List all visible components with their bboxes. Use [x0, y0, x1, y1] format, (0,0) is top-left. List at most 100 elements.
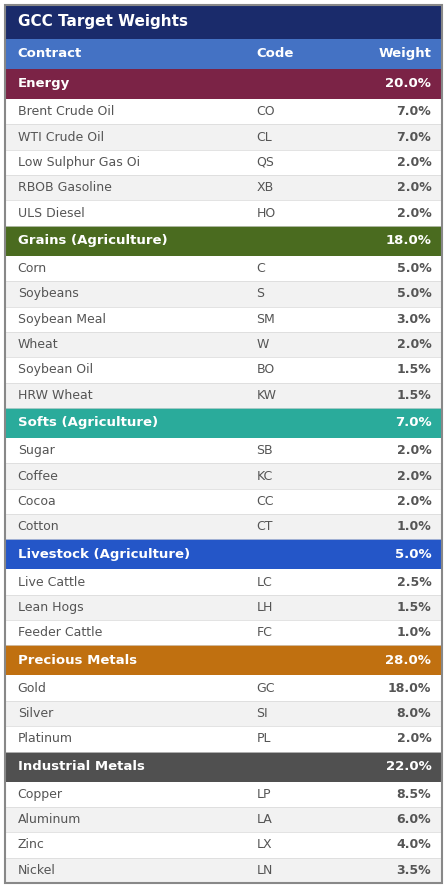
Bar: [5, 408, 442, 438]
Text: Soybean Oil: Soybean Oil: [18, 363, 93, 377]
Text: Zinc: Zinc: [18, 838, 45, 852]
Bar: [5, 620, 442, 646]
Text: 5.0%: 5.0%: [395, 548, 431, 561]
Text: Platinum: Platinum: [18, 733, 73, 745]
Text: Corn: Corn: [18, 262, 47, 275]
Text: 7.0%: 7.0%: [396, 105, 431, 118]
Text: Softs (Agriculture): Softs (Agriculture): [18, 416, 158, 430]
Bar: [5, 332, 442, 357]
Text: 4.0%: 4.0%: [396, 838, 431, 852]
Text: XB: XB: [256, 181, 274, 194]
Bar: [5, 281, 442, 306]
Bar: [5, 595, 442, 620]
Bar: [5, 751, 442, 781]
Bar: [5, 676, 442, 701]
Bar: [5, 858, 442, 883]
Text: 1.5%: 1.5%: [396, 601, 431, 614]
Text: Live Cattle: Live Cattle: [18, 575, 85, 589]
Bar: [5, 726, 442, 751]
Text: Lean Hogs: Lean Hogs: [18, 601, 83, 614]
Text: Sugar: Sugar: [18, 444, 55, 457]
Bar: [5, 69, 442, 99]
Text: Contract: Contract: [18, 47, 82, 60]
Text: Code: Code: [256, 47, 294, 60]
Text: Weight: Weight: [378, 47, 431, 60]
Text: W: W: [256, 338, 269, 351]
Text: 1.5%: 1.5%: [396, 389, 431, 401]
Text: LH: LH: [256, 601, 273, 614]
Bar: [5, 39, 442, 69]
Text: HRW Wheat: HRW Wheat: [18, 389, 93, 401]
Bar: [5, 438, 442, 464]
Text: Precious Metals: Precious Metals: [18, 654, 137, 667]
Text: 5.0%: 5.0%: [396, 262, 431, 275]
Bar: [5, 514, 442, 539]
Bar: [5, 306, 442, 332]
Text: LX: LX: [256, 838, 272, 852]
Text: 2.0%: 2.0%: [396, 156, 431, 169]
Text: 3.0%: 3.0%: [396, 313, 431, 326]
Text: 7.0%: 7.0%: [396, 131, 431, 144]
Text: HO: HO: [256, 207, 275, 219]
Text: 18.0%: 18.0%: [388, 682, 431, 694]
Text: 2.0%: 2.0%: [396, 495, 431, 508]
Text: 1.0%: 1.0%: [396, 626, 431, 639]
Text: 2.0%: 2.0%: [396, 181, 431, 194]
Text: Wheat: Wheat: [18, 338, 59, 351]
Text: 2.0%: 2.0%: [396, 338, 431, 351]
Bar: [5, 832, 442, 858]
Text: ULS Diesel: ULS Diesel: [18, 207, 84, 219]
Bar: [5, 569, 442, 595]
Text: Livestock (Agriculture): Livestock (Agriculture): [18, 548, 190, 561]
Bar: [5, 539, 442, 569]
Bar: [5, 256, 442, 281]
Text: SM: SM: [256, 313, 275, 326]
Bar: [5, 781, 442, 807]
Text: Energy: Energy: [18, 77, 70, 91]
Text: 2.0%: 2.0%: [396, 444, 431, 457]
Text: Nickel: Nickel: [18, 864, 55, 876]
Text: 8.5%: 8.5%: [396, 788, 431, 801]
Text: Copper: Copper: [18, 788, 63, 801]
Text: 2.0%: 2.0%: [396, 733, 431, 745]
Bar: [5, 201, 442, 226]
Text: 2.5%: 2.5%: [396, 575, 431, 589]
Text: 3.5%: 3.5%: [396, 864, 431, 876]
Text: 22.0%: 22.0%: [385, 760, 431, 773]
Bar: [5, 464, 442, 488]
Text: QS: QS: [256, 156, 274, 169]
Text: Low Sulphur Gas Oi: Low Sulphur Gas Oi: [18, 156, 140, 169]
Text: Silver: Silver: [18, 707, 53, 720]
Text: Aluminum: Aluminum: [18, 813, 81, 826]
Bar: [5, 383, 442, 408]
Text: CL: CL: [256, 131, 272, 144]
Text: RBOB Gasoline: RBOB Gasoline: [18, 181, 112, 194]
Text: 1.0%: 1.0%: [396, 520, 431, 533]
Text: BO: BO: [256, 363, 274, 377]
Text: 2.0%: 2.0%: [396, 207, 431, 219]
Text: C: C: [256, 262, 265, 275]
Bar: [5, 807, 442, 832]
Text: SB: SB: [256, 444, 273, 457]
Text: GC: GC: [256, 682, 275, 694]
Text: CT: CT: [256, 520, 273, 533]
Text: Gold: Gold: [18, 682, 46, 694]
Bar: [5, 357, 442, 383]
Text: PL: PL: [256, 733, 271, 745]
Text: Brent Crude Oil: Brent Crude Oil: [18, 105, 114, 118]
Text: Coffee: Coffee: [18, 470, 59, 482]
Text: 2.0%: 2.0%: [396, 470, 431, 482]
Text: 8.0%: 8.0%: [396, 707, 431, 720]
Text: LP: LP: [256, 788, 271, 801]
Text: Industrial Metals: Industrial Metals: [18, 760, 145, 773]
Bar: [5, 175, 442, 201]
Text: Feeder Cattle: Feeder Cattle: [18, 626, 102, 639]
Text: SI: SI: [256, 707, 268, 720]
Text: 20.0%: 20.0%: [385, 77, 431, 91]
Text: LA: LA: [256, 813, 272, 826]
Bar: [5, 124, 442, 150]
Bar: [5, 226, 442, 256]
Text: CC: CC: [256, 495, 274, 508]
Text: GCC Target Weights: GCC Target Weights: [18, 14, 188, 29]
Text: Soybean Meal: Soybean Meal: [18, 313, 106, 326]
